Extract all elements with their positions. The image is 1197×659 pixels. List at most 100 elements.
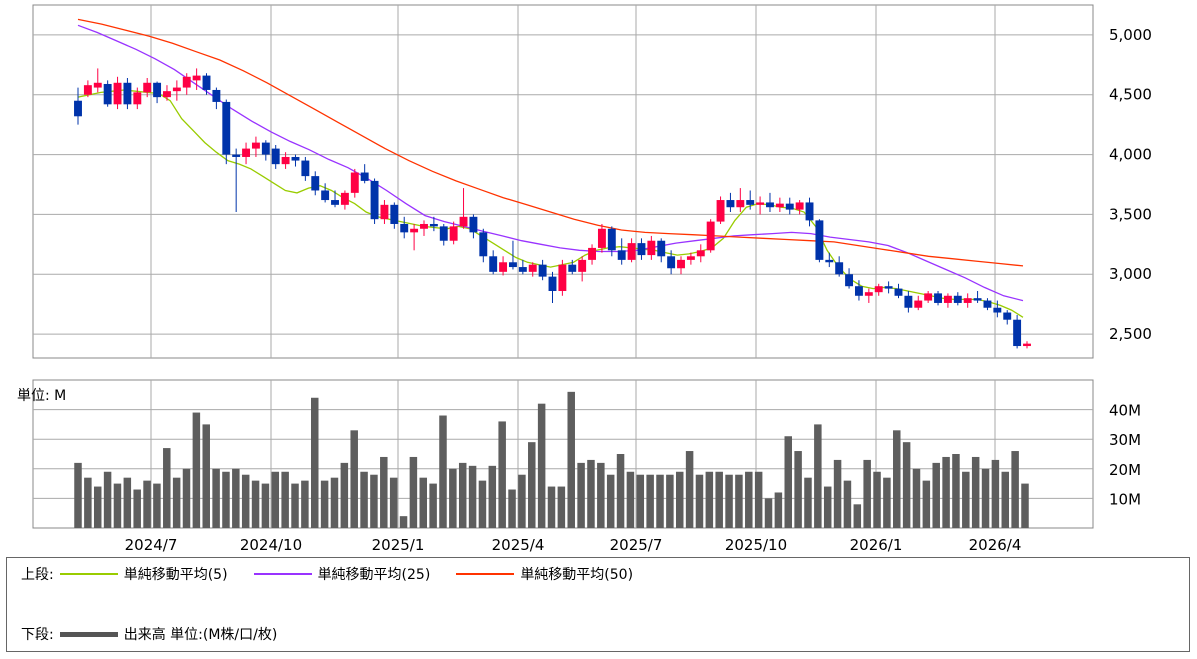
volume-bar <box>587 459 595 528</box>
volume-bar <box>202 424 210 528</box>
candle-up <box>914 300 923 308</box>
x-tick-label: 2025/4 <box>492 536 545 554</box>
candle-down <box>726 200 735 208</box>
candle-up <box>647 240 656 256</box>
candle-down <box>538 264 547 277</box>
candle-up <box>410 228 419 233</box>
volume-bar <box>458 462 467 528</box>
candle-down <box>667 256 676 269</box>
volume-bar <box>804 477 812 528</box>
volume-bar <box>705 471 714 528</box>
volume-bar <box>330 477 339 528</box>
candle-down <box>153 82 162 98</box>
candle-up <box>627 243 636 260</box>
candle-down <box>568 264 577 272</box>
candle-up <box>113 82 122 105</box>
volume-bar <box>488 465 497 528</box>
candle-down <box>212 89 221 102</box>
volume-bar <box>232 468 240 528</box>
candle-up <box>93 82 102 88</box>
volume-swatch <box>59 631 118 637</box>
candle-down <box>469 216 478 233</box>
candle-up <box>677 259 685 269</box>
candle-down <box>904 295 913 308</box>
volume-bar <box>468 465 477 528</box>
x-tick-label: 2025/10 <box>725 536 787 554</box>
volume-tick-label: 40M <box>1109 402 1141 420</box>
volume-bar <box>429 483 437 528</box>
x-tick-label: 2026/1 <box>850 536 903 554</box>
candle-down <box>123 82 132 105</box>
candle-up <box>182 76 191 88</box>
candle-up <box>597 228 606 248</box>
ma-line-50 <box>77 18 1024 267</box>
volume-bar <box>123 477 132 528</box>
candle-up <box>251 142 260 149</box>
candle-up <box>528 264 537 272</box>
x-tick-label: 2024/7 <box>125 536 178 554</box>
volume-bar <box>893 430 901 528</box>
candle-down <box>271 148 280 165</box>
candle-up <box>874 286 883 293</box>
volume-bar <box>113 483 122 528</box>
volume-bar <box>577 462 585 528</box>
volume-bar <box>84 477 92 528</box>
candle-down <box>321 190 330 201</box>
volume-bar <box>1021 483 1029 528</box>
candle-down <box>993 307 1002 313</box>
volume-bar <box>370 474 378 528</box>
candle-up <box>756 202 765 205</box>
volume-bar <box>537 403 546 528</box>
candle-up <box>696 250 705 257</box>
volume-tick-label: 30M <box>1109 431 1141 449</box>
upper-section-label: 上段: <box>21 567 54 583</box>
volume-bar <box>133 489 141 528</box>
candle-down <box>825 259 834 263</box>
volume-bar <box>212 468 220 528</box>
volume-bar <box>271 471 280 528</box>
volume-bar <box>547 486 556 528</box>
volume-bar <box>774 492 783 528</box>
volume-bar <box>143 480 151 528</box>
lower-section-label: 下段: <box>21 627 54 643</box>
candle-up <box>943 295 952 303</box>
volume-bar <box>1001 471 1010 528</box>
volume-bar <box>498 421 506 528</box>
candle-up <box>499 262 508 272</box>
volume-bar <box>93 486 102 528</box>
volume-bar <box>350 430 358 528</box>
candle-up <box>143 82 152 93</box>
ma-line-25 <box>77 24 1024 302</box>
volume-bar <box>311 397 319 528</box>
volume-bar <box>1011 451 1019 528</box>
candle-down <box>815 220 824 260</box>
candle-down <box>74 100 82 117</box>
volume-bar <box>389 477 398 528</box>
volume-bar <box>291 483 299 528</box>
candle-down <box>479 232 488 257</box>
volume-bar <box>695 474 704 528</box>
volume-bar <box>626 471 635 528</box>
volume-label: 出来高 単位:(M株/口/枚) <box>123 627 278 643</box>
volume-bar <box>646 474 654 528</box>
candle-down <box>785 203 794 210</box>
volume-bar <box>172 477 181 528</box>
volume-bar <box>320 480 329 528</box>
x-tick-label: 2025/7 <box>610 536 663 554</box>
candle-down <box>1003 312 1012 320</box>
x-tick-label: 2024/10 <box>240 536 302 554</box>
volume-bar <box>843 480 852 528</box>
volume-bar <box>745 471 753 528</box>
ma50-label: 単純移動平均(50) <box>520 567 634 583</box>
price-tick-label: 2,500 <box>1109 325 1152 343</box>
volume-bar <box>182 468 191 528</box>
volume-bar <box>952 454 960 528</box>
candle-down <box>103 83 112 105</box>
candle-down <box>845 274 854 287</box>
candle-up <box>775 203 784 208</box>
candle-up <box>864 292 873 296</box>
volume-bar <box>922 480 931 528</box>
candle-down <box>400 223 409 233</box>
volume-bar <box>636 474 645 528</box>
candle-down <box>766 202 774 208</box>
